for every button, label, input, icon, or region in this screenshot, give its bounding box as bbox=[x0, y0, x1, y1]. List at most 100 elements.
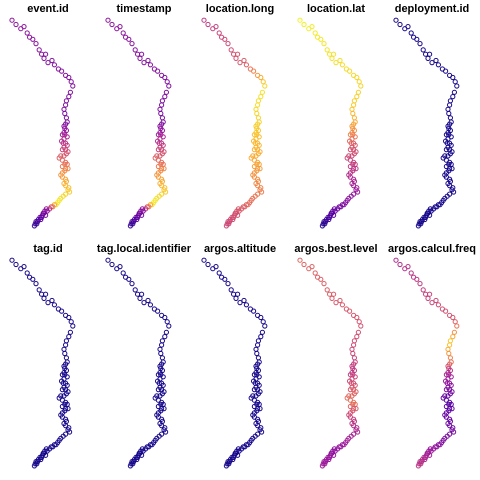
data-point bbox=[21, 264, 27, 270]
data-point bbox=[450, 334, 456, 340]
panel-title: deployment.id bbox=[395, 3, 470, 15]
data-point bbox=[235, 291, 241, 297]
data-point bbox=[67, 429, 73, 435]
data-point bbox=[24, 270, 30, 276]
data-point bbox=[324, 287, 330, 293]
data-point bbox=[414, 36, 420, 42]
data-point bbox=[350, 110, 356, 117]
data-point bbox=[67, 329, 74, 335]
data-point bbox=[166, 83, 172, 89]
data-point bbox=[347, 308, 353, 314]
data-point bbox=[162, 74, 168, 81]
data-point bbox=[259, 89, 266, 95]
data-point bbox=[241, 297, 247, 304]
data-point bbox=[45, 300, 51, 306]
data-point bbox=[321, 281, 327, 287]
data-point bbox=[354, 94, 360, 100]
data-point bbox=[9, 257, 15, 263]
data-point bbox=[443, 308, 449, 314]
data-point bbox=[454, 323, 460, 329]
data-point bbox=[59, 308, 65, 314]
data-point bbox=[443, 132, 450, 138]
data-point bbox=[223, 463, 230, 469]
data-point bbox=[443, 147, 450, 153]
data-point bbox=[329, 295, 335, 302]
data-point bbox=[450, 314, 456, 321]
data-point bbox=[120, 270, 126, 276]
data-point bbox=[43, 291, 49, 297]
data-point bbox=[163, 429, 169, 435]
data-point bbox=[354, 314, 360, 321]
data-point bbox=[62, 350, 68, 357]
data-point bbox=[31, 463, 38, 469]
data-point bbox=[433, 57, 439, 64]
data-point bbox=[237, 300, 243, 306]
data-point bbox=[446, 110, 452, 117]
data-point bbox=[51, 62, 58, 68]
data-point bbox=[228, 47, 234, 53]
data-point bbox=[331, 452, 337, 458]
data-point bbox=[435, 62, 442, 68]
data-point bbox=[137, 55, 143, 62]
data-point bbox=[452, 319, 458, 325]
data-point bbox=[45, 60, 51, 66]
data-point bbox=[253, 346, 259, 352]
data-point bbox=[251, 372, 258, 378]
data-point bbox=[157, 393, 163, 399]
data-point bbox=[223, 223, 230, 229]
data-point bbox=[61, 393, 67, 399]
data-point bbox=[61, 346, 67, 352]
data-point bbox=[349, 106, 355, 112]
data-point bbox=[129, 281, 135, 287]
data-point bbox=[43, 212, 49, 218]
data-point bbox=[262, 323, 268, 329]
data-point bbox=[41, 295, 47, 302]
data-point bbox=[258, 334, 264, 340]
data-point bbox=[162, 334, 168, 340]
data-point bbox=[159, 102, 165, 108]
data-point bbox=[132, 47, 138, 53]
data-point bbox=[237, 60, 243, 66]
data-point bbox=[127, 223, 134, 229]
data-point bbox=[355, 89, 362, 95]
data-point bbox=[260, 319, 266, 325]
data-point bbox=[21, 24, 27, 30]
data-point bbox=[158, 110, 164, 117]
data-point bbox=[137, 295, 143, 302]
data-point bbox=[339, 62, 346, 68]
data-point bbox=[157, 346, 163, 352]
data-point bbox=[420, 287, 426, 293]
data-point bbox=[155, 387, 162, 393]
data-point bbox=[337, 297, 343, 304]
data-point bbox=[141, 60, 147, 66]
data-point bbox=[253, 153, 259, 159]
data-point bbox=[354, 334, 360, 340]
data-point bbox=[59, 132, 66, 138]
data-point bbox=[427, 291, 433, 297]
data-point bbox=[159, 98, 166, 104]
data-point bbox=[443, 372, 450, 378]
data-point bbox=[443, 68, 449, 74]
data-point bbox=[429, 60, 435, 66]
data-point bbox=[355, 189, 361, 195]
data-point bbox=[155, 372, 162, 378]
data-point bbox=[105, 17, 111, 23]
data-point bbox=[312, 270, 318, 276]
data-point bbox=[43, 51, 49, 57]
data-point bbox=[415, 223, 422, 229]
data-point bbox=[33, 41, 39, 47]
data-point bbox=[349, 346, 355, 352]
data-point bbox=[59, 68, 65, 74]
data-point bbox=[155, 68, 161, 74]
data-point bbox=[51, 302, 58, 308]
panel-title: location.lat bbox=[307, 3, 365, 15]
data-point bbox=[141, 300, 147, 306]
data-point bbox=[259, 329, 266, 335]
panel-tag-local-identifier: tag.local.identifier bbox=[97, 243, 192, 469]
data-point bbox=[351, 102, 357, 108]
data-point bbox=[331, 291, 337, 297]
data-point bbox=[159, 115, 166, 121]
data-point bbox=[163, 89, 170, 95]
data-point bbox=[63, 342, 69, 348]
